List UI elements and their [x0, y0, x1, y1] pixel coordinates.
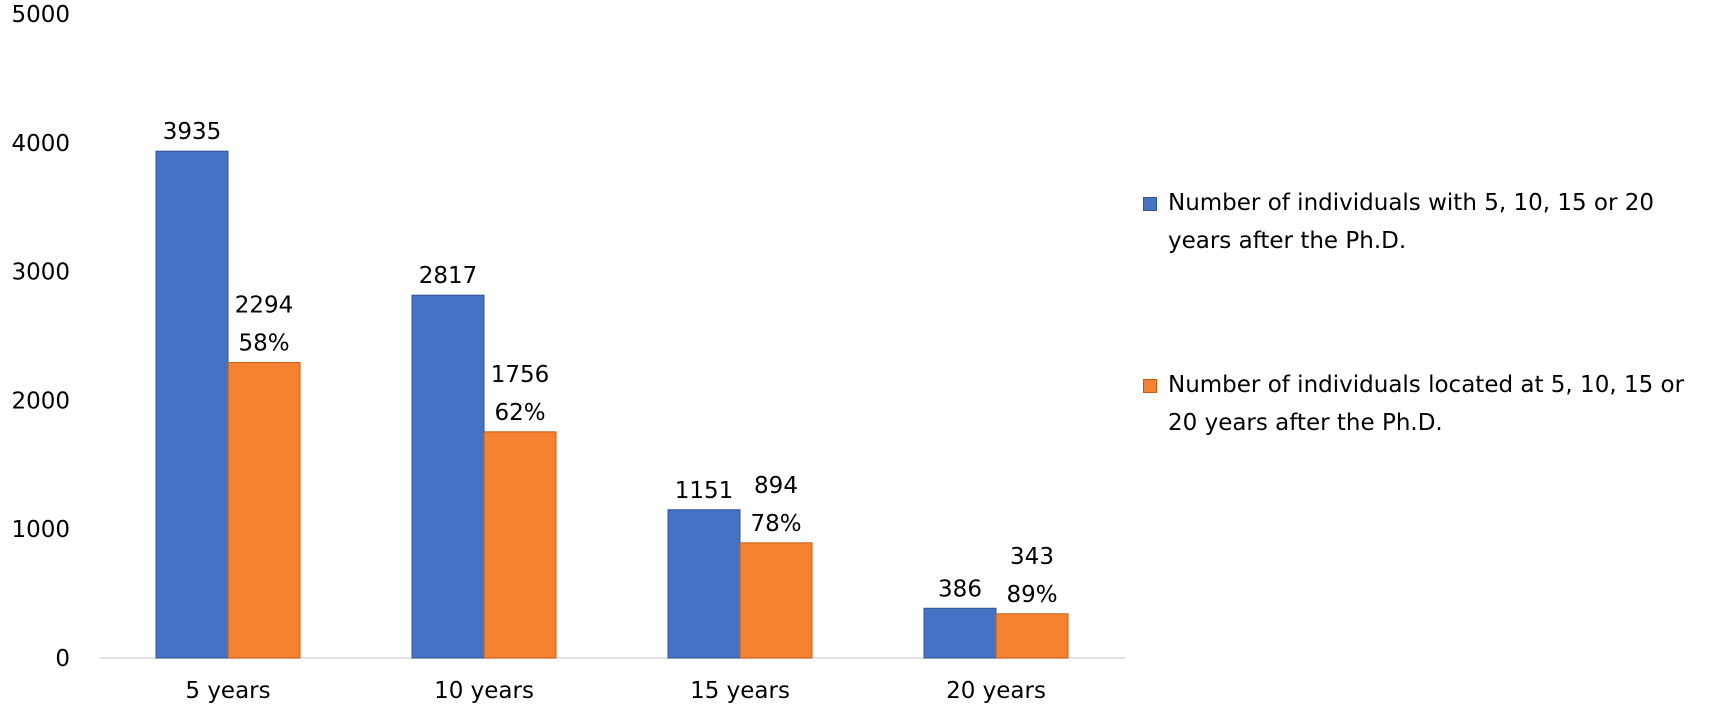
legend-item-series-2: Number of individuals located at 5, 10, …	[1141, 366, 1711, 442]
data-label: 89%	[1006, 582, 1057, 608]
data-label: 2817	[419, 263, 478, 289]
data-labels: 3935 2294 58% 2817 1756 62% 1151 894 78% 386 343 89…	[163, 119, 1058, 608]
data-label: 1756	[491, 362, 550, 388]
data-label: 3935	[163, 119, 222, 145]
legend-label-series-2: Number of individuals located at 5, 10, …	[1168, 372, 1685, 436]
bar-located-3	[739, 542, 813, 659]
data-label: 78%	[750, 511, 801, 537]
bar-total-1	[155, 150, 229, 659]
y-tick-label: 3000	[11, 260, 70, 286]
legend-swatch-blue	[1143, 197, 1157, 211]
y-tick-label: 0	[55, 646, 70, 672]
x-tick-label: 15 years	[690, 678, 790, 704]
bar-total-4	[923, 607, 997, 659]
legend-item-series-1: Number of individuals with 5, 10, 15 or …	[1141, 184, 1711, 260]
data-label: 1151	[675, 478, 734, 504]
legend-label-series-1: Number of individuals with 5, 10, 15 or …	[1168, 190, 1655, 254]
y-tick-label: 5000	[11, 2, 70, 28]
data-label: 343	[1010, 544, 1054, 570]
data-label: 58%	[238, 331, 289, 357]
data-label: 386	[938, 576, 982, 602]
bar-total-3	[667, 509, 741, 659]
legend: Number of individuals with 5, 10, 15 or …	[1141, 184, 1711, 442]
bar-located-1	[227, 362, 301, 659]
y-tick-label: 1000	[11, 517, 70, 543]
y-tick-label: 2000	[11, 388, 70, 414]
x-tick-label: 10 years	[434, 678, 534, 704]
bar-located-4	[995, 613, 1069, 659]
legend-swatch-orange	[1143, 379, 1157, 393]
y-axis: 0 1000 2000 3000 4000 5000	[11, 2, 70, 672]
y-tick-label: 4000	[11, 131, 70, 157]
x-tick-label: 20 years	[946, 678, 1046, 704]
bar-total-2	[411, 294, 485, 659]
x-tick-label: 5 years	[185, 678, 270, 704]
data-label: 2294	[235, 293, 294, 319]
bar-located-2	[483, 431, 557, 659]
data-label: 62%	[494, 400, 545, 426]
bars	[155, 150, 1069, 659]
x-axis: 5 years 10 years 15 years 20 years	[185, 678, 1046, 704]
data-label: 894	[754, 473, 798, 499]
